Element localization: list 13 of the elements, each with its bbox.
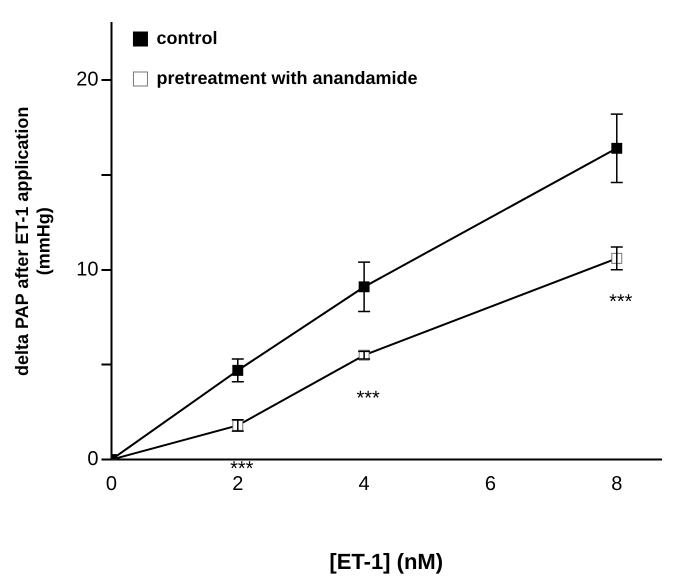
x-tick-label: 0 (106, 473, 118, 496)
y-tick-label: 0 (87, 448, 98, 470)
x-tick-label: 6 (484, 473, 496, 496)
annotation: *** (609, 290, 633, 313)
y-tick-label: 20 (76, 68, 98, 90)
x-axis-title: [ET-1] (nM) (329, 548, 444, 574)
y-tick-label: 10 (76, 258, 98, 280)
y-axis-title: delta PAP after ET-1 application (mmHg) (12, 106, 54, 376)
legend-label: pretreatment with anandamide (156, 68, 418, 88)
x-tick-label: 4 (358, 473, 370, 496)
legend-label: control (156, 28, 218, 48)
x-tick-label: 8 (611, 473, 622, 496)
annotation: *** (356, 388, 380, 410)
